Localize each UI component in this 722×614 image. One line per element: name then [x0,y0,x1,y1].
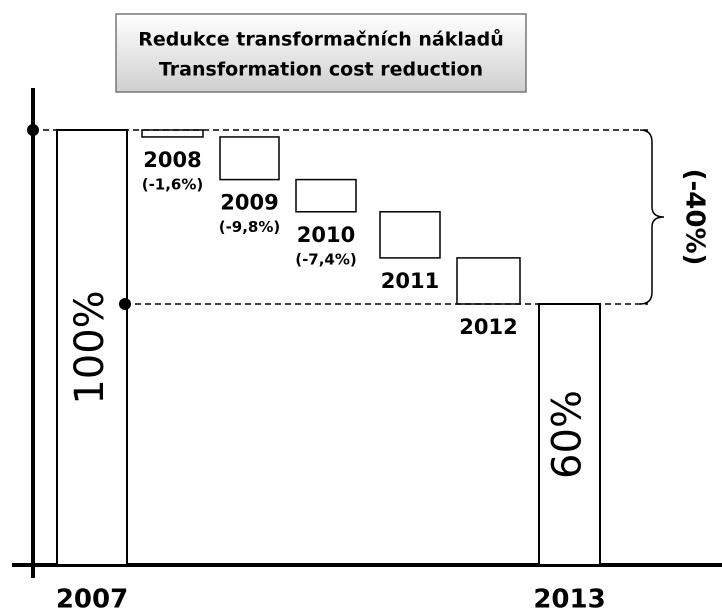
value-label: 100% [67,290,113,404]
step-box [141,129,204,138]
chart-subtitle: Transformation cost reduction [159,59,483,81]
dot [119,298,131,310]
step-box [456,257,521,305]
total-bar [538,303,601,566]
step-box [379,211,441,259]
annotation: (-40%) [680,169,710,266]
step-box [295,178,357,213]
category-label: 2008 [143,148,201,172]
category-label: 2011 [381,269,439,293]
dot [27,124,39,136]
value-label: 60% [545,390,591,479]
value-label: (-1,6%) [142,175,204,193]
title-box [115,13,527,93]
x-tick-label: 2013 [533,585,605,614]
step-box [219,136,280,181]
total-bar [56,129,128,566]
category-label: 2012 [459,315,517,339]
value-label: (-9,8%) [219,218,281,236]
chart-title: Redukce transformačních nákladů [138,28,504,51]
value-label: (-7,4%) [295,250,357,268]
category-label: 2010 [297,223,355,247]
category-label: 2009 [220,191,278,215]
brace [639,129,665,305]
x-tick-label: 2007 [56,585,128,614]
